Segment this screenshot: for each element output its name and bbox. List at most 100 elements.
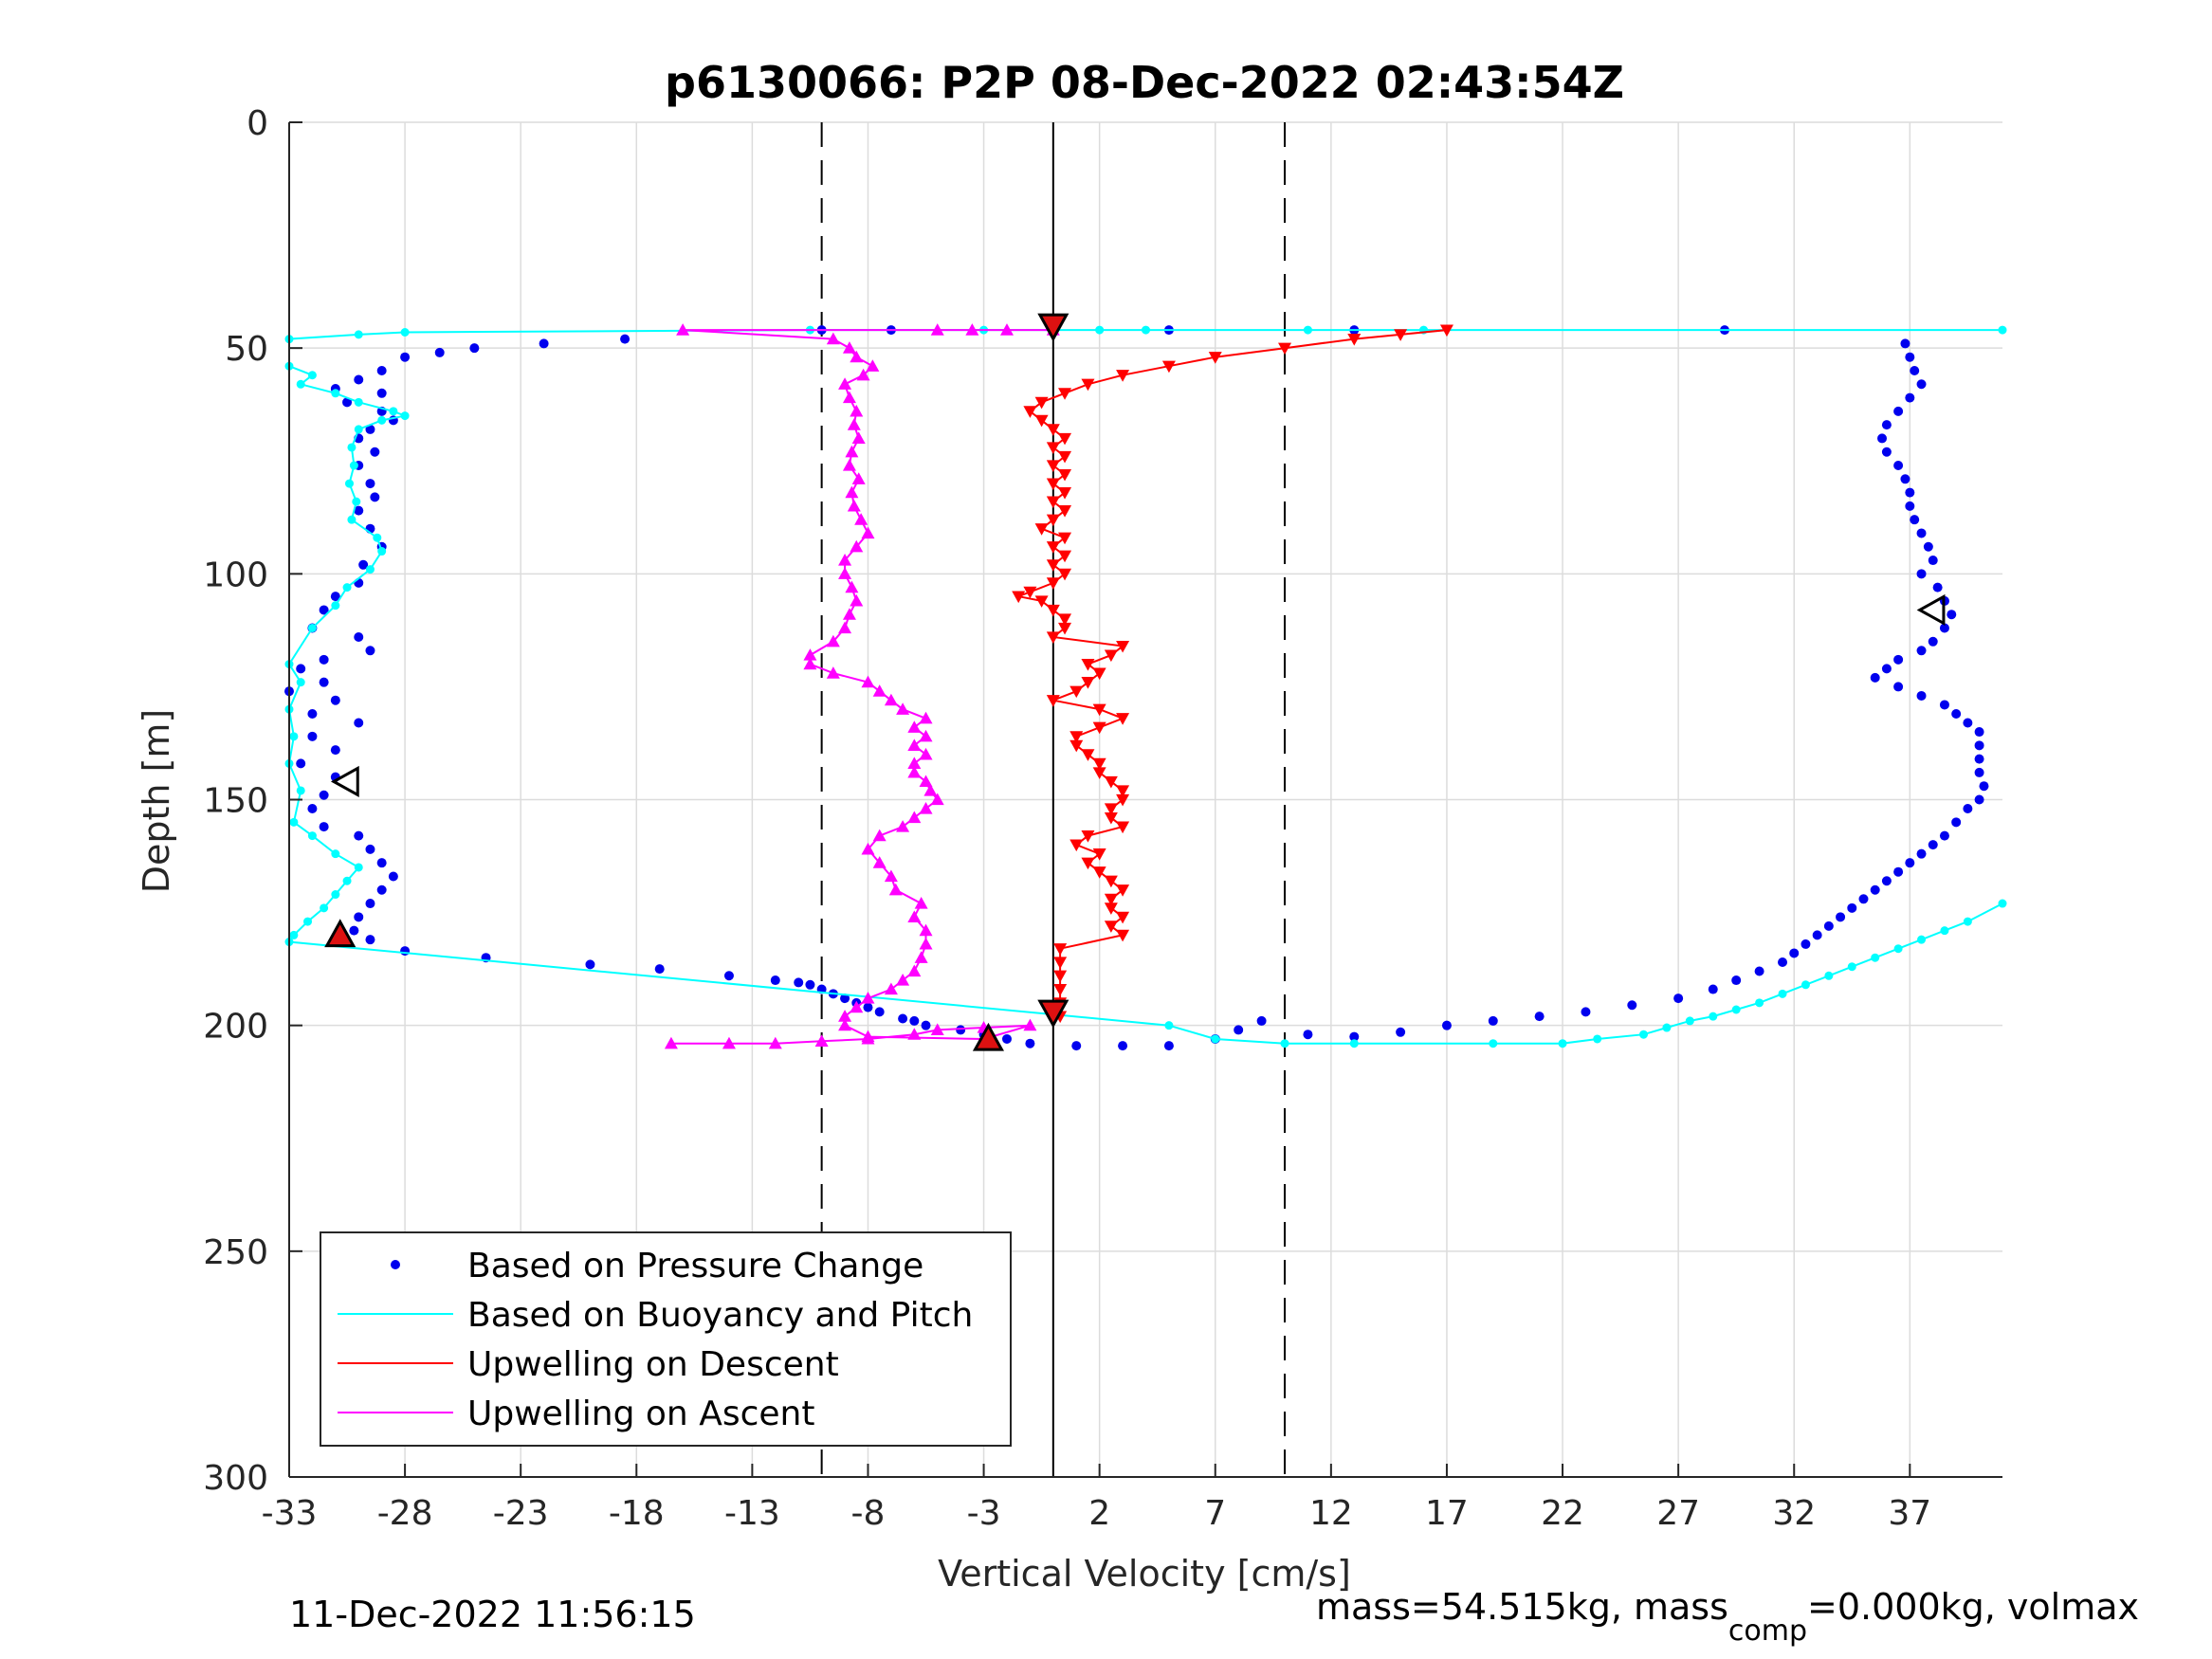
data-point <box>1303 325 1312 335</box>
data-point <box>1046 577 1060 590</box>
data-point <box>770 975 780 986</box>
data-point <box>434 347 445 357</box>
y-tick-label: 50 <box>225 330 268 369</box>
data-point <box>1708 984 1718 994</box>
data-point <box>620 334 631 344</box>
x-tick-label: -23 <box>493 1494 549 1533</box>
data-point <box>319 822 329 832</box>
data-point <box>1709 1012 1718 1021</box>
data-point <box>909 1015 920 1026</box>
data-point <box>400 327 410 337</box>
data-point <box>1812 930 1822 940</box>
data-point <box>1801 939 1811 949</box>
data-point <box>1046 604 1060 617</box>
data-point <box>1534 1012 1545 1022</box>
data-point <box>1824 971 1834 980</box>
x-tick-label: 37 <box>1888 1494 1931 1533</box>
data-point <box>1893 461 1904 471</box>
data-point <box>358 559 369 570</box>
data-point <box>930 793 944 806</box>
data-point <box>768 1036 782 1049</box>
data-point <box>1893 406 1904 416</box>
data-point <box>1046 478 1060 491</box>
data-point <box>319 677 329 687</box>
data-point <box>296 786 305 795</box>
data-point <box>1932 582 1943 592</box>
data-point <box>1092 667 1106 681</box>
data-point <box>1053 970 1068 983</box>
data-point <box>1881 876 1892 886</box>
data-point <box>1974 727 1984 738</box>
data-point <box>1396 1027 1406 1037</box>
data-point <box>826 332 840 345</box>
data-point <box>1593 1034 1602 1044</box>
data-point <box>1116 911 1130 924</box>
data-point <box>1755 998 1764 1008</box>
legend-box <box>320 1231 1012 1447</box>
data-point <box>1905 858 1915 868</box>
x-tick-label: -28 <box>377 1494 433 1533</box>
data-point <box>1023 1018 1037 1031</box>
data-point <box>342 583 352 592</box>
data-point <box>1673 994 1684 1004</box>
data-point <box>1116 929 1130 942</box>
data-point <box>296 379 305 389</box>
legend-swatch <box>391 1260 400 1269</box>
data-point <box>1916 848 1927 859</box>
data-point <box>1046 541 1060 554</box>
data-point <box>1998 899 2007 908</box>
data-point <box>850 350 864 363</box>
data-point <box>847 418 861 430</box>
data-point <box>1928 840 1938 850</box>
data-point <box>919 729 933 742</box>
y-tick-label: 200 <box>203 1008 268 1047</box>
data-point <box>1870 884 1880 895</box>
data-point <box>365 899 375 909</box>
highlight-markers <box>324 313 1946 1051</box>
legend-item: Upwelling on Descent <box>338 1345 839 1384</box>
data-point <box>1092 866 1106 879</box>
data-point <box>842 608 856 620</box>
data-point <box>1081 830 1095 843</box>
data-point <box>1104 811 1118 825</box>
data-point <box>861 992 875 1004</box>
data-point <box>842 341 856 354</box>
data-point <box>1847 962 1856 972</box>
data-point <box>914 951 928 963</box>
data-point <box>907 1028 922 1040</box>
legend-label: Upwelling on Ascent <box>467 1395 814 1433</box>
data-point <box>1963 718 1973 728</box>
data-point <box>723 971 734 981</box>
x-tick-label: -18 <box>609 1494 665 1533</box>
data-point <box>838 567 852 579</box>
data-point <box>1928 556 1938 566</box>
data-point <box>352 497 361 506</box>
axes: -33 -28 -23 -18 -13 -8 -3 2 7 12 17 22 27 32 370501001… <box>203 104 2002 1533</box>
data-point <box>1058 468 1072 482</box>
data-point <box>1900 338 1910 349</box>
data-point <box>354 397 363 407</box>
data-point <box>861 675 875 688</box>
series-upwelling-on-descent <box>1012 324 1453 1024</box>
data-point <box>1877 433 1888 444</box>
data-point <box>354 374 364 385</box>
data-point <box>1116 821 1130 834</box>
data-point <box>1558 1039 1567 1048</box>
data-point <box>388 871 398 882</box>
data-point <box>1081 857 1095 870</box>
data-point <box>307 731 318 741</box>
data-point <box>907 757 922 769</box>
data-point <box>874 1007 885 1017</box>
data-point <box>907 811 922 824</box>
data-point <box>1116 713 1130 725</box>
data-point <box>1104 775 1118 789</box>
data-point <box>884 869 898 883</box>
data-point <box>898 1013 908 1024</box>
data-point <box>1092 848 1106 861</box>
mass-suffix: =0.000kg, volmax <box>1807 1586 2139 1628</box>
data-point <box>1881 420 1892 430</box>
data-point <box>884 982 898 995</box>
data-point <box>654 964 665 975</box>
data-point <box>1092 703 1106 717</box>
data-point <box>872 856 887 868</box>
